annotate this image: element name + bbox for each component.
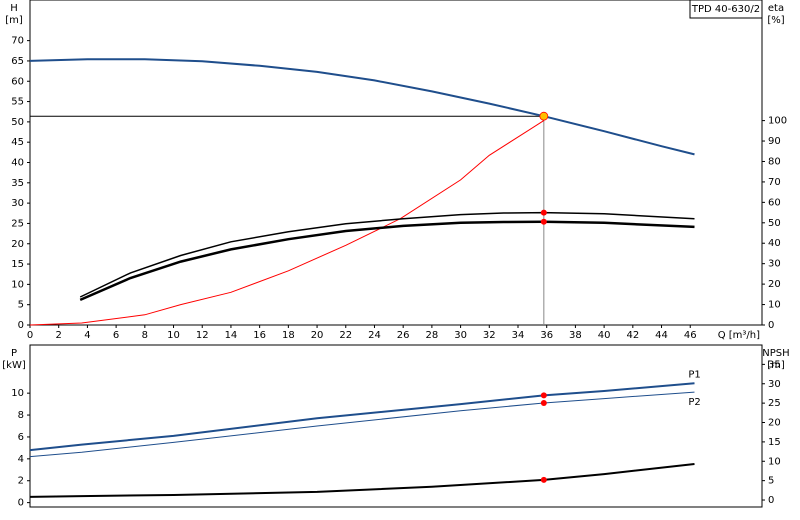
x-tick-label: 4 — [84, 330, 90, 341]
y-tick-label: 5 — [18, 300, 24, 311]
x-tick-label: 32 — [483, 330, 496, 341]
y-tick-label: 70 — [11, 36, 24, 47]
curve — [29, 58, 695, 156]
y-tick-label: 0 — [18, 498, 24, 509]
curve-label: P2 — [688, 397, 700, 408]
y-tick-label: 2 — [18, 476, 24, 487]
curve — [29, 463, 695, 498]
y2-tick-label: 80 — [768, 156, 781, 167]
duty-point — [540, 209, 547, 216]
y2-tick-label: 20 — [768, 279, 781, 290]
y2-tick-label: 10 — [768, 300, 781, 311]
y2-tick-label: 35 — [768, 359, 781, 370]
x-tick-label: 34 — [512, 330, 525, 341]
x-tick-label: 16 — [253, 330, 266, 341]
duty-point — [540, 392, 547, 399]
x-tick-label: 36 — [540, 330, 553, 341]
x-tick-label: 12 — [196, 330, 209, 341]
x-tick-label: 40 — [598, 330, 611, 341]
y-tick-label: 50 — [11, 117, 24, 128]
y-tick-label: 25 — [11, 218, 24, 229]
x-tick-label: 30 — [454, 330, 467, 341]
y-tick-label: 10 — [11, 388, 24, 399]
y-tick-label: 8 — [18, 410, 24, 421]
y2-tick-label: 50 — [768, 218, 781, 229]
y-axis-label: [m] — [5, 15, 23, 26]
y2-tick-label: 40 — [768, 238, 781, 249]
y2-axis-label: NPSH — [762, 348, 789, 359]
y-tick-label: 4 — [18, 454, 24, 465]
duty-point — [540, 218, 547, 225]
operating-point — [539, 111, 549, 121]
x-tick-label: 6 — [113, 330, 119, 341]
x-tick-label: 14 — [225, 330, 238, 341]
x-tick-label: 2 — [56, 330, 62, 341]
y2-tick-label: 0 — [768, 320, 774, 331]
x-tick-label: 20 — [311, 330, 324, 341]
x-tick-label: 38 — [569, 330, 582, 341]
curve — [29, 391, 695, 458]
y2-tick-label: 60 — [768, 197, 781, 208]
title-box — [689, 0, 763, 19]
chart-title: TPD 40-630/2 — [691, 4, 760, 15]
y-tick-label: 35 — [11, 178, 24, 189]
y2-tick-label: 25 — [768, 398, 781, 409]
y-tick-label: 40 — [11, 158, 24, 169]
y-tick-label: 65 — [11, 56, 24, 67]
y2-tick-label: 0 — [768, 495, 774, 506]
plot-frame — [29, 344, 763, 508]
y-tick-label: 55 — [11, 97, 24, 108]
y-axis-label: P — [11, 348, 17, 359]
y2-axis-label: [%] — [767, 15, 784, 26]
y2-tick-label: 30 — [768, 379, 781, 390]
curve — [29, 120, 545, 326]
y-tick-label: 6 — [18, 432, 24, 443]
x-tick-label: 18 — [282, 330, 295, 341]
x-axis-label: Q [m³/h] — [718, 330, 760, 341]
y2-tick-label: 30 — [768, 259, 781, 270]
x-tick-label: 8 — [142, 330, 148, 341]
x-tick-label: 26 — [397, 330, 410, 341]
curve — [79, 220, 695, 302]
curve — [29, 382, 695, 452]
y2-tick-label: 10 — [768, 456, 781, 467]
y2-tick-label: 20 — [768, 418, 781, 429]
y2-tick-label: 90 — [768, 136, 781, 147]
y-tick-label: 45 — [11, 137, 24, 148]
x-tick-label: 24 — [368, 330, 381, 341]
y-tick-label: 30 — [11, 198, 24, 209]
x-tick-label: 22 — [339, 330, 352, 341]
y-tick-label: 60 — [11, 76, 24, 87]
duty-point — [540, 400, 547, 407]
y-tick-label: 20 — [11, 239, 24, 250]
x-tick-label: 0 — [27, 330, 33, 341]
y2-tick-label: 70 — [768, 177, 781, 188]
y2-tick-label: 15 — [768, 437, 781, 448]
y2-axis-label: [m] — [767, 360, 785, 371]
x-tick-label: 28 — [426, 330, 439, 341]
y2-tick-label: 100 — [768, 116, 787, 127]
x-tick-label: 44 — [655, 330, 668, 341]
y2-tick-label: 5 — [768, 476, 774, 487]
y2-axis-label: eta — [768, 3, 784, 14]
y-axis-label: [kW] — [2, 360, 26, 371]
x-tick-label: 42 — [626, 330, 639, 341]
x-tick-label: 10 — [167, 330, 180, 341]
y-tick-label: 10 — [11, 279, 24, 290]
y-tick-label: 0 — [18, 320, 24, 331]
curve — [79, 211, 695, 298]
y-axis-label: H — [10, 3, 18, 14]
curve-label: P1 — [688, 369, 700, 380]
duty-point — [540, 476, 547, 483]
y-tick-label: 15 — [11, 259, 24, 270]
x-tick-label: 46 — [684, 330, 697, 341]
